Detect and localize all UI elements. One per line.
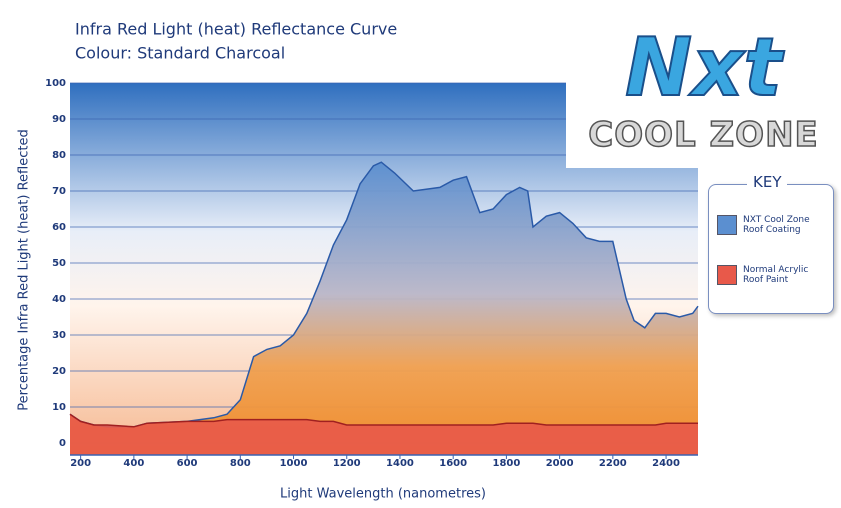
x-tick-label: 2400: [652, 458, 680, 469]
y-tick-label: 80: [52, 150, 66, 161]
logo-subtitle: COOL ZONE: [566, 118, 841, 152]
x-tick-label: 2000: [546, 458, 574, 469]
page: Infra Red Light (heat) Reflectance Curve…: [0, 0, 841, 508]
x-axis-label: Light Wavelength (nanometres): [280, 487, 486, 502]
legend-title: KEY: [747, 173, 787, 191]
logo: Nxt COOL ZONE: [566, 0, 841, 168]
y-axis-label: Percentage Infra Red Light (heat) Reflec…: [17, 129, 32, 410]
x-tick-label: 800: [230, 458, 251, 469]
y-tick-label: 50: [52, 258, 66, 269]
y-tick-label: 10: [52, 402, 66, 413]
legend-swatch: [717, 265, 737, 285]
x-tick-label: 1800: [492, 458, 520, 469]
y-tick-label: 70: [52, 186, 66, 197]
legend-label: NXT Cool Zone Roof Coating: [743, 215, 829, 235]
x-tick-label: 1200: [333, 458, 361, 469]
y-tick-label: 0: [59, 438, 66, 449]
y-tick-label: 100: [45, 78, 66, 89]
legend-entry: Normal Acrylic Roof Paint: [717, 265, 829, 285]
chart-subtitle: Colour: Standard Charcoal: [75, 44, 285, 63]
chart-title: Infra Red Light (heat) Reflectance Curve: [75, 20, 397, 39]
x-tick-label: 200: [70, 458, 91, 469]
x-tick-label: 2200: [599, 458, 627, 469]
logo-title: Nxt: [566, 18, 841, 118]
y-tick-label: 40: [52, 294, 66, 305]
y-tick-label: 90: [52, 114, 66, 125]
x-tick-label: 600: [177, 458, 198, 469]
legend-swatch: [717, 215, 737, 235]
x-tick-label: 1600: [439, 458, 467, 469]
y-tick-label: 20: [52, 366, 66, 377]
legend-entry: NXT Cool Zone Roof Coating: [717, 215, 829, 235]
legend-label: Normal Acrylic Roof Paint: [743, 265, 829, 285]
x-tick-label: 1000: [280, 458, 308, 469]
y-tick-label: 30: [52, 330, 66, 341]
x-tick-label: 1400: [386, 458, 414, 469]
x-tick-label: 400: [123, 458, 144, 469]
y-tick-label: 60: [52, 222, 66, 233]
